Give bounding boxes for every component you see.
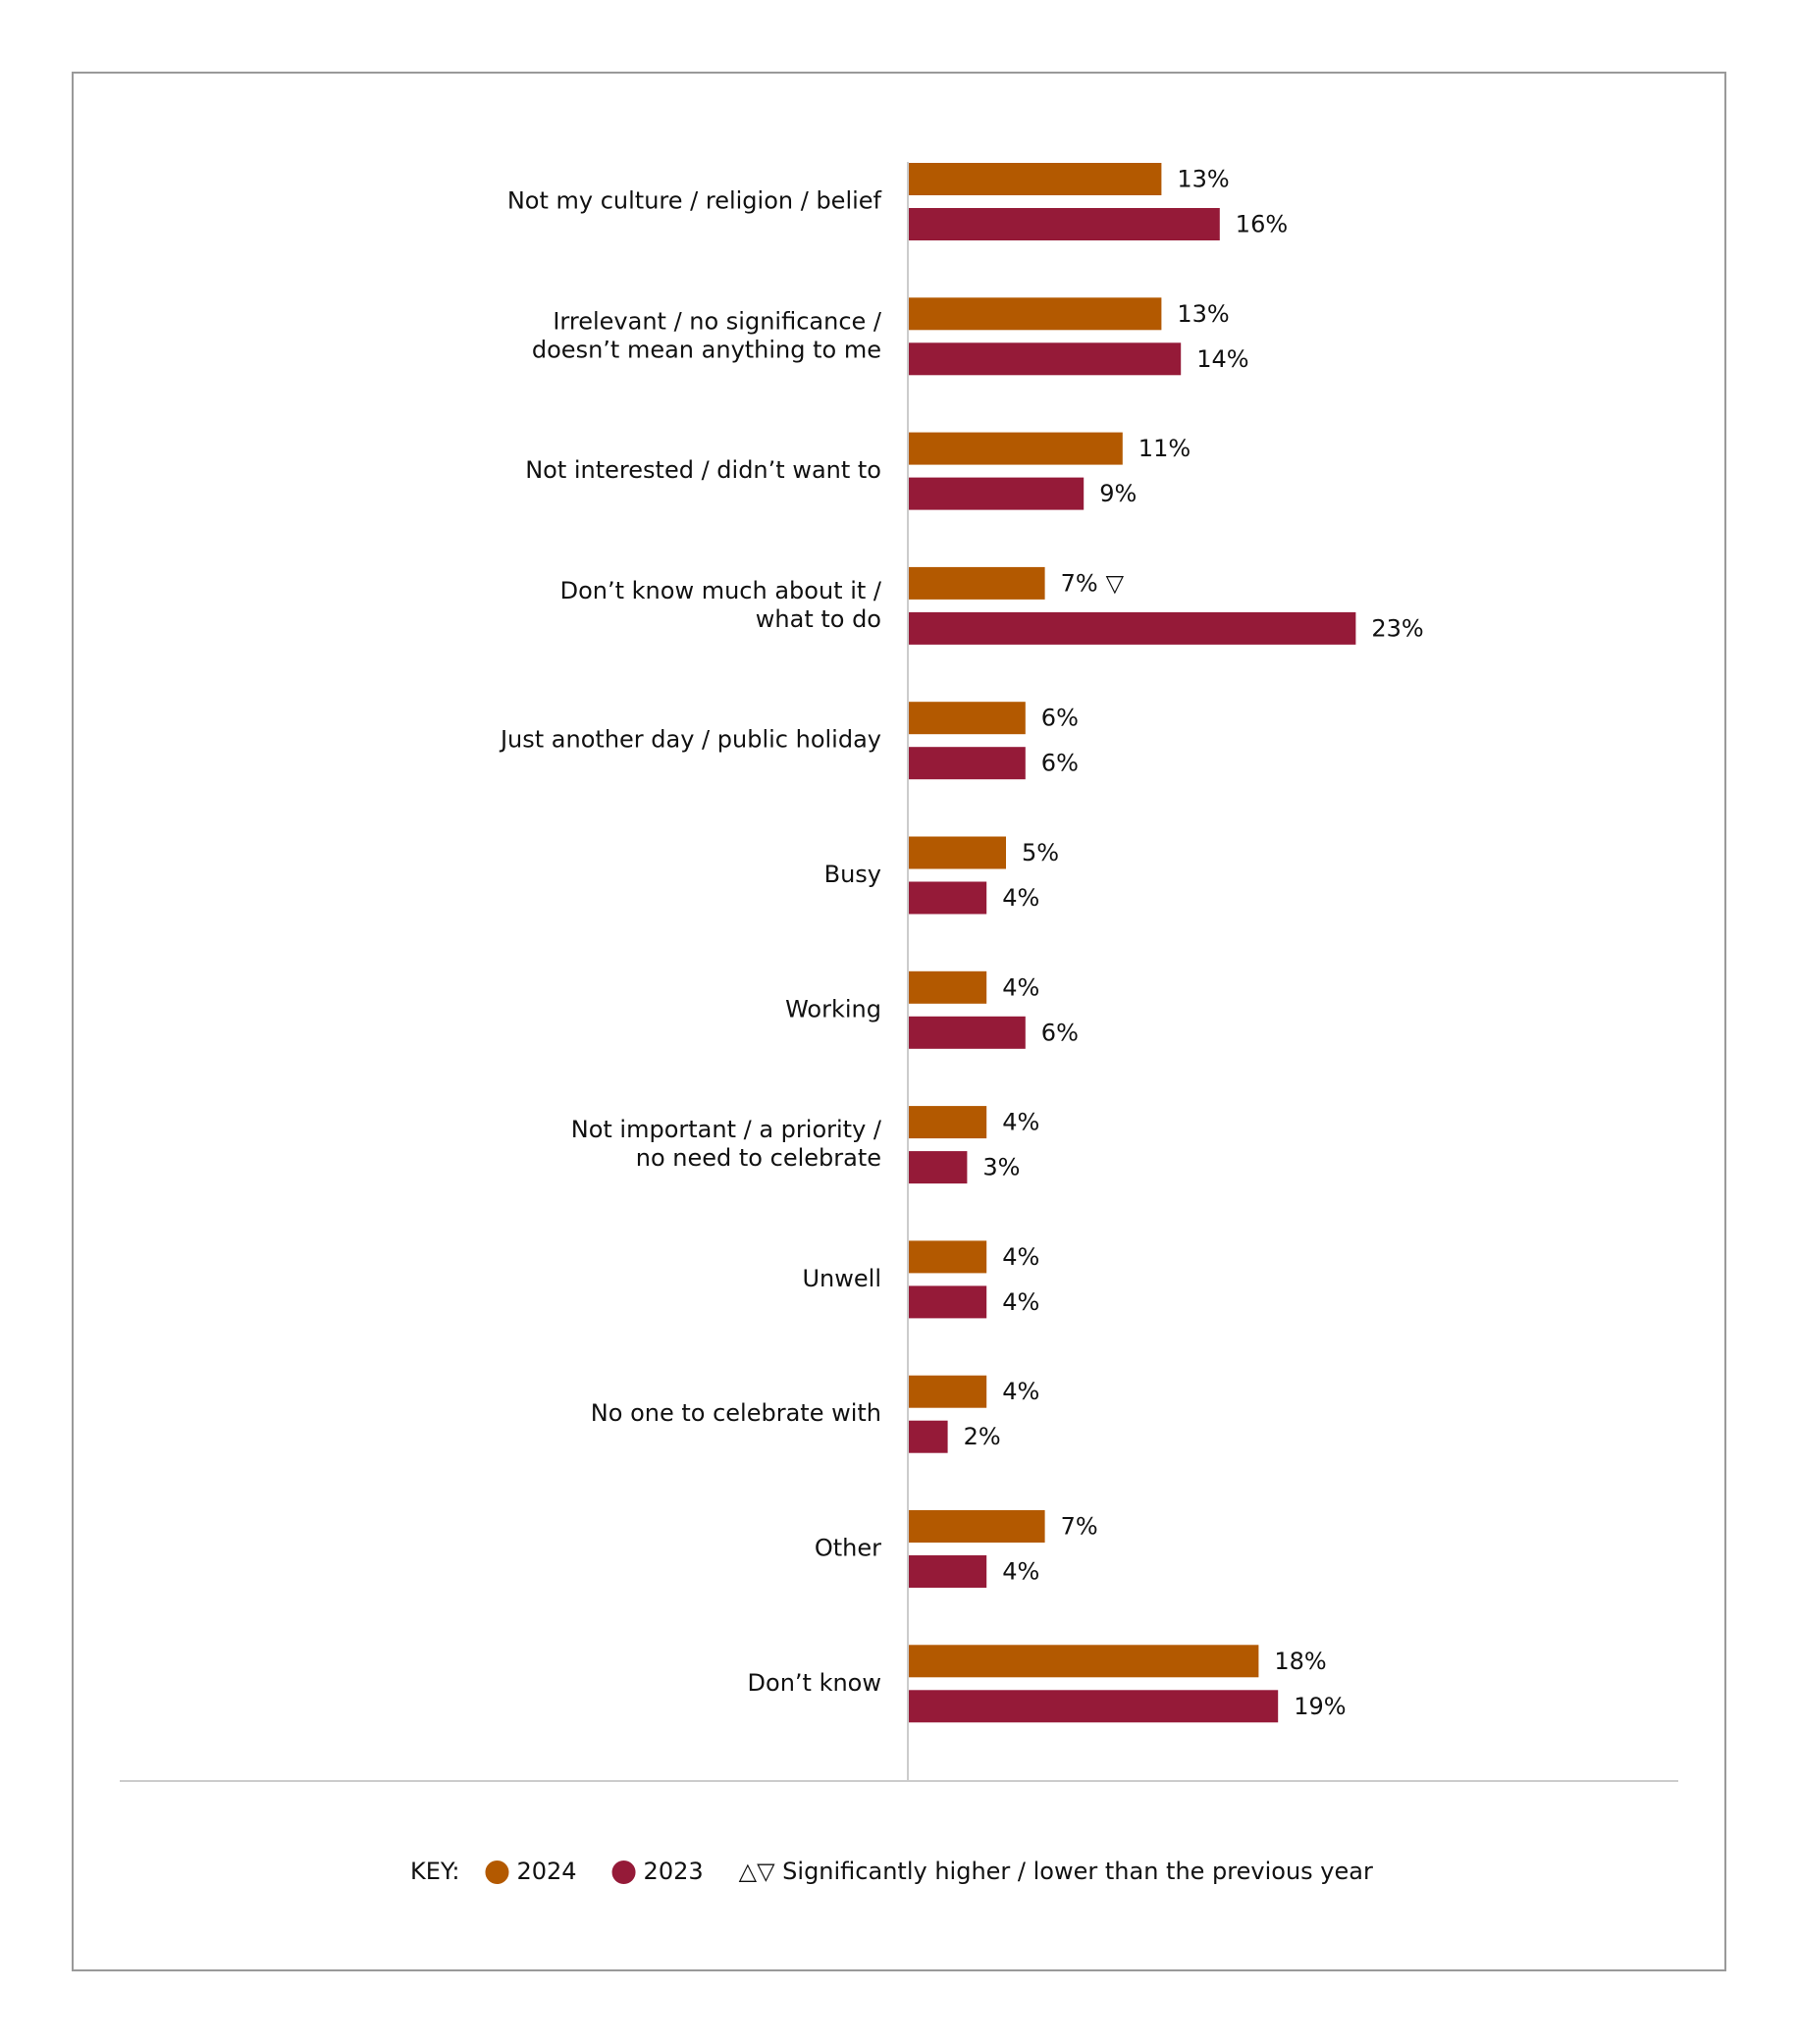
bar: [909, 611, 1356, 645]
value-label: 4%: [1002, 1558, 1039, 1586]
category-line: Not my culture / religion / belief: [507, 187, 882, 215]
value-label: 6%: [1041, 750, 1079, 777]
value-label: 18%: [1274, 1648, 1326, 1675]
legend-swatch: [611, 1861, 636, 1884]
bar: [909, 163, 1162, 195]
value-label: 7%: [1061, 569, 1098, 597]
bar: [909, 342, 1182, 376]
bar: [909, 1240, 987, 1274]
bar: [909, 1690, 1279, 1723]
legend-note: △▽ Significantly higher / lower than the…: [739, 1858, 1373, 1885]
value-label: 6%: [1041, 705, 1079, 732]
category-label: Unwell: [802, 1265, 881, 1292]
value-label: 4%: [1002, 1288, 1039, 1316]
category-line: Working: [785, 995, 881, 1022]
category-label: Other: [815, 1535, 881, 1562]
legend-title: KEY:: [410, 1858, 459, 1885]
bar: [909, 1106, 987, 1139]
category-label: Don’t know: [748, 1669, 881, 1697]
category-line: Other: [815, 1535, 881, 1562]
bar: [909, 1555, 987, 1588]
category-line: Don’t know: [748, 1669, 881, 1697]
legend-label: 2023: [644, 1858, 704, 1885]
bar: [909, 881, 987, 915]
value-label: 23%: [1371, 614, 1423, 642]
value-label: 13%: [1177, 166, 1229, 193]
legend-label: 2024: [516, 1858, 576, 1885]
category-line: Not interested / didn’t want to: [525, 456, 881, 484]
category-label: Not my culture / religion / belief: [507, 187, 882, 215]
bar: [909, 702, 1026, 735]
value-label: 4%: [1002, 1243, 1039, 1271]
category-label: Busy: [824, 861, 881, 888]
category-line: no need to celebrate: [636, 1144, 881, 1172]
category-label: Not important / a priority / no need to c…: [571, 1116, 882, 1172]
value-label: 4%: [1002, 973, 1039, 1001]
bar: [909, 432, 1123, 465]
value-label: 4%: [1002, 884, 1039, 912]
category-line: Unwell: [802, 1265, 881, 1292]
category-label: Just another day / public holiday: [499, 726, 881, 754]
bar: [909, 1016, 1026, 1049]
bar: [909, 747, 1026, 780]
category-label: Working: [785, 995, 881, 1022]
value-label: 4%: [1002, 1109, 1039, 1136]
category-line: Busy: [824, 861, 881, 888]
bar: [909, 208, 1220, 240]
bar: [909, 566, 1045, 600]
value-label: 2%: [964, 1423, 1001, 1450]
category-line: doesn’t mean anything to me: [532, 336, 881, 363]
bar: [909, 970, 987, 1004]
value-label: 6%: [1041, 1019, 1079, 1046]
value-label: 13%: [1177, 300, 1229, 328]
value-label: 14%: [1196, 345, 1248, 373]
bar: [909, 297, 1162, 331]
category-line: what to do: [756, 605, 881, 633]
bar: [909, 1645, 1259, 1678]
bar: [909, 1510, 1045, 1543]
category-label: Not interested / didn’t want to: [525, 456, 881, 484]
significance-marker: ▽: [1106, 569, 1125, 597]
bar: [909, 1285, 987, 1319]
bar: [909, 477, 1085, 510]
bar: [909, 1151, 968, 1184]
value-label: 5%: [1022, 839, 1059, 866]
value-label: 11%: [1138, 435, 1191, 462]
value-label: 3%: [982, 1154, 1020, 1181]
bar: [909, 836, 1006, 869]
category-line: Just another day / public holiday: [499, 726, 881, 754]
category-line: Irrelevant / no significance /: [553, 307, 882, 335]
category-label: Irrelevant / no significance / doesn’t me…: [532, 307, 882, 363]
value-label: 16%: [1236, 211, 1288, 238]
category-label: Don’t know much about it / what to do: [560, 577, 882, 633]
value-label: 4%: [1002, 1378, 1039, 1405]
category-line: No one to celebrate with: [591, 1399, 881, 1427]
bar: [909, 1420, 948, 1453]
bar: [909, 1375, 987, 1408]
category-line: Don’t know much about it /: [560, 577, 882, 604]
value-label: 9%: [1099, 480, 1137, 507]
frame: [72, 72, 1726, 1971]
value-label: 19%: [1294, 1693, 1346, 1720]
category-line: Not important / a priority /: [571, 1116, 882, 1143]
value-label: 7%: [1061, 1513, 1098, 1541]
category-label: No one to celebrate with: [591, 1399, 881, 1427]
legend-swatch: [485, 1861, 509, 1884]
